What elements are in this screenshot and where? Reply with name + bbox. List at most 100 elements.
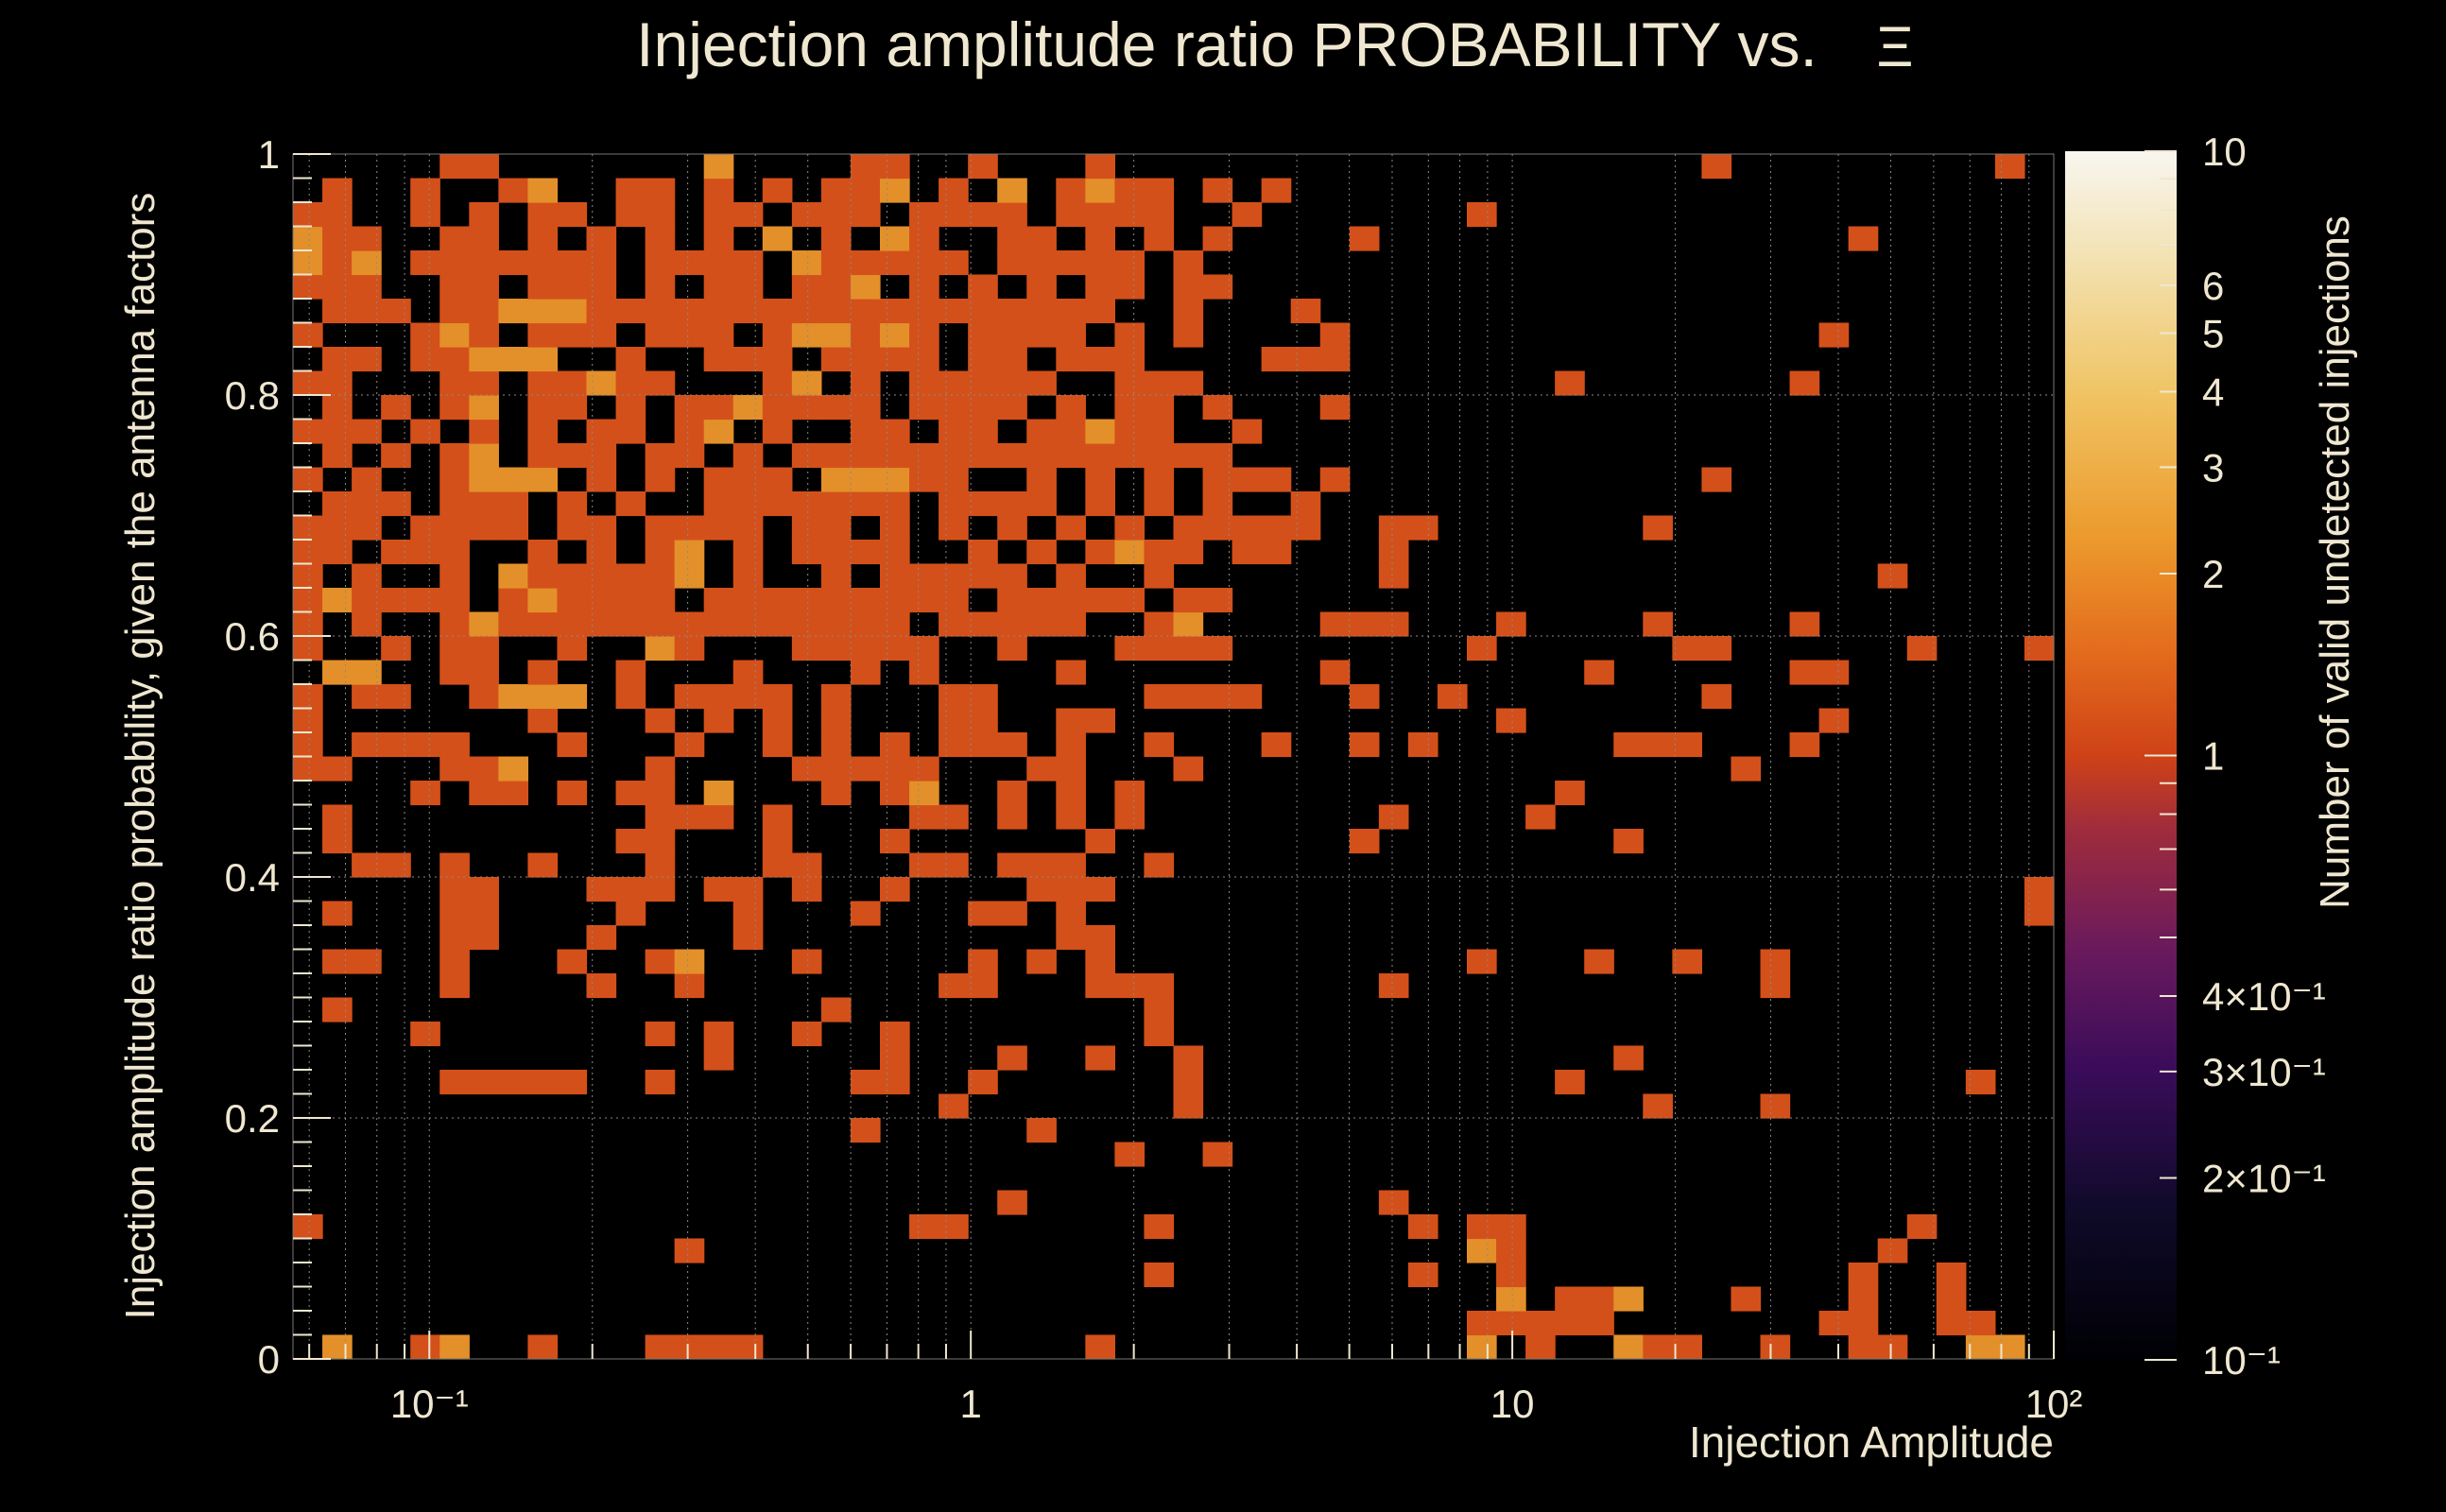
heatmap-cell bbox=[820, 997, 852, 1022]
heatmap-cell bbox=[439, 949, 470, 974]
y-tick-label: 0 bbox=[258, 1337, 280, 1382]
heatmap-cell bbox=[439, 732, 470, 758]
heatmap-cell bbox=[1290, 491, 1321, 517]
heatmap-cell bbox=[1173, 443, 1204, 469]
heatmap-cell bbox=[1056, 395, 1086, 421]
heatmap-cell bbox=[820, 202, 852, 228]
heatmap-cell bbox=[732, 515, 764, 541]
heatmap-cell bbox=[527, 322, 559, 348]
heatmap-cell bbox=[322, 540, 353, 565]
heatmap-cell bbox=[1114, 636, 1145, 662]
heatmap-cell bbox=[1202, 395, 1233, 421]
heatmap-cell bbox=[939, 732, 969, 758]
heatmap-cell bbox=[820, 684, 852, 710]
heatmap-cell bbox=[1114, 540, 1145, 565]
heatmap-cell bbox=[880, 299, 910, 324]
heatmap-cell bbox=[1672, 636, 1702, 662]
heatmap-cell bbox=[1818, 660, 1850, 685]
heatmap-cell bbox=[732, 443, 764, 469]
heatmap-cell bbox=[762, 347, 793, 372]
heatmap-cell bbox=[1613, 829, 1644, 854]
heatmap-cell bbox=[615, 781, 646, 806]
heatmap-cell bbox=[1467, 1311, 1497, 1336]
heatmap-cell bbox=[732, 563, 764, 589]
x-tick-label: 10² bbox=[2025, 1382, 2083, 1426]
heatmap-cell bbox=[645, 781, 676, 806]
heatmap-cell bbox=[880, 588, 910, 613]
heatmap-cell bbox=[469, 322, 499, 348]
heatmap-cell bbox=[732, 202, 764, 228]
heatmap-cell bbox=[469, 274, 499, 300]
heatmap-cell bbox=[1085, 588, 1115, 613]
heatmap-cell bbox=[381, 395, 411, 421]
heatmap-cell bbox=[527, 852, 559, 878]
heatmap-cell bbox=[322, 588, 353, 613]
heatmap-cell bbox=[1672, 1334, 1702, 1360]
heatmap-cell bbox=[586, 250, 617, 276]
heatmap-cell bbox=[1114, 515, 1145, 541]
heatmap-cell bbox=[469, 877, 499, 902]
heatmap-cell bbox=[880, 226, 910, 251]
heatmap-cell bbox=[850, 274, 881, 300]
heatmap-cell bbox=[1349, 611, 1380, 637]
heatmap-cell bbox=[968, 395, 998, 421]
heatmap-cell bbox=[527, 588, 559, 613]
heatmap-cell bbox=[1026, 540, 1057, 565]
heatmap-cell bbox=[880, 443, 910, 469]
heatmap-cell bbox=[820, 491, 852, 517]
heatmap-cell bbox=[439, 370, 470, 396]
heatmap-cell bbox=[557, 949, 588, 974]
heatmap-cell bbox=[1643, 732, 1673, 758]
heatmap-cell bbox=[909, 636, 939, 662]
heatmap-cell bbox=[1613, 1286, 1644, 1312]
color-bar-tick-label: 2 bbox=[2202, 552, 2224, 596]
heatmap-cell bbox=[1056, 515, 1086, 541]
heatmap-cell bbox=[1555, 781, 1585, 806]
heatmap-cell bbox=[909, 852, 939, 878]
heatmap-cell bbox=[820, 443, 852, 469]
heatmap-cell bbox=[880, 467, 910, 492]
heatmap-cell bbox=[820, 636, 852, 662]
heatmap-cell bbox=[1056, 563, 1086, 589]
heatmap-cell bbox=[968, 347, 998, 372]
heatmap-cell bbox=[674, 322, 705, 348]
heatmap-cell bbox=[498, 347, 528, 372]
heatmap-cell bbox=[1378, 1190, 1409, 1215]
heatmap-cell bbox=[791, 202, 822, 228]
heatmap-cell bbox=[1085, 202, 1115, 228]
heatmap-cell bbox=[850, 443, 881, 469]
heatmap-cell bbox=[322, 299, 353, 324]
heatmap-cell bbox=[1701, 154, 1732, 180]
heatmap-cell bbox=[293, 611, 323, 637]
y-tick-label: 0.8 bbox=[225, 373, 280, 418]
heatmap-cell bbox=[1731, 756, 1762, 782]
heatmap-cell bbox=[820, 250, 852, 276]
heatmap-cell bbox=[939, 178, 969, 203]
heatmap-cell bbox=[293, 419, 323, 444]
heatmap-cell bbox=[498, 781, 528, 806]
heatmap-cell bbox=[1378, 611, 1409, 637]
heatmap-cell bbox=[527, 684, 559, 710]
heatmap-cell bbox=[850, 901, 881, 926]
heatmap-cell bbox=[1085, 925, 1115, 951]
heatmap-cell bbox=[586, 419, 617, 444]
heatmap-cell bbox=[703, 1334, 734, 1360]
heatmap-cell bbox=[1378, 804, 1409, 830]
heatmap-cell bbox=[703, 467, 734, 492]
heatmap-cell bbox=[527, 395, 559, 421]
heatmap-cell bbox=[1056, 611, 1086, 637]
heatmap-cell bbox=[762, 708, 793, 733]
heatmap-cell bbox=[2024, 901, 2055, 926]
heatmap-cell bbox=[1085, 1045, 1115, 1071]
heatmap-cell bbox=[674, 250, 705, 276]
heatmap-cell bbox=[498, 515, 528, 541]
heatmap-cell bbox=[1760, 1334, 1791, 1360]
heatmap-cell bbox=[820, 515, 852, 541]
heatmap-cell bbox=[1555, 1311, 1585, 1336]
y-tick-label: 0.4 bbox=[225, 855, 280, 900]
heatmap-cell bbox=[322, 515, 353, 541]
heatmap-cell bbox=[1848, 1286, 1879, 1312]
heatmap-cell bbox=[880, 322, 910, 348]
heatmap-cell bbox=[615, 178, 646, 203]
heatmap-cell bbox=[293, 732, 323, 758]
